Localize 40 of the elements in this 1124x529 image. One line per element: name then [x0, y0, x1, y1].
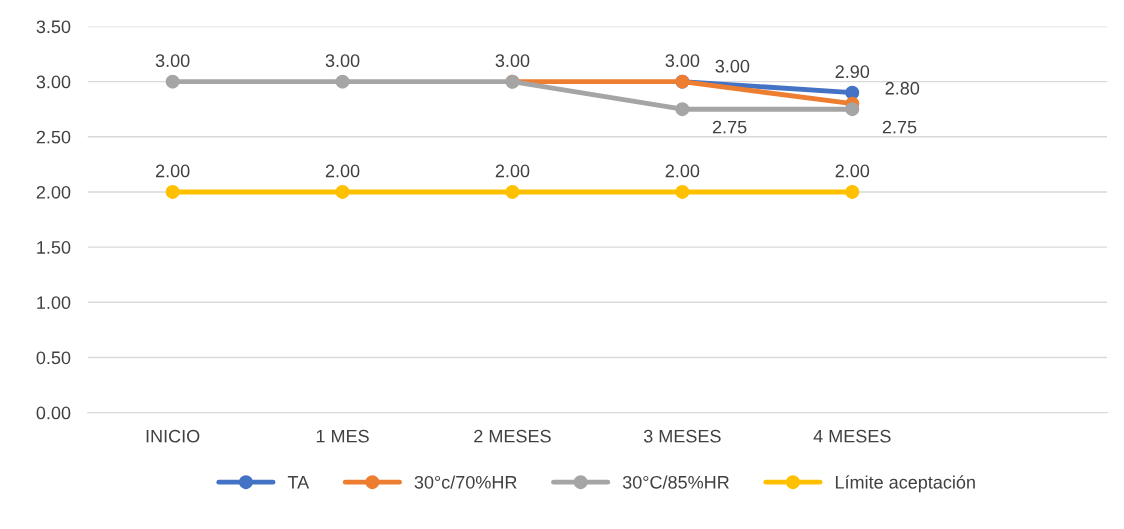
data-label: 3.00: [495, 54, 530, 68]
data-label: 2.00: [155, 164, 190, 178]
data-label: 2.00: [835, 164, 870, 178]
point: [335, 74, 350, 89]
legend-label: Límite aceptación: [835, 475, 975, 493]
data-label: 3.00: [715, 59, 750, 73]
x-tick-label: 1 MES: [316, 429, 369, 443]
data-label: 2.75: [712, 120, 747, 134]
x-tick-label: INICIO: [146, 429, 200, 443]
point: [675, 102, 690, 117]
legend-label: 30°C/85%HR: [622, 475, 729, 489]
y-tick-label: 0.50: [36, 351, 71, 365]
y-tick-label: 1.50: [37, 241, 71, 254]
data-label: 2.00: [665, 164, 700, 178]
y-tick-label: 3.50: [36, 20, 71, 34]
data-label: 3.00: [325, 54, 360, 68]
data-label: 2.00: [325, 164, 360, 178]
point: [845, 185, 860, 199]
point: [845, 102, 860, 117]
y-tick-label: 0.00: [36, 406, 71, 420]
y-tick-label: 2.50: [36, 130, 71, 144]
data-label: 2.00: [495, 164, 530, 178]
data-label: 2.80: [885, 81, 920, 95]
legend-label: TA: [287, 476, 310, 489]
data-label: 3.00: [665, 54, 700, 68]
y-tick-label: 2.00: [36, 185, 71, 199]
x-tick-label: 2 MESES: [474, 429, 551, 443]
point: [505, 185, 520, 199]
point: [165, 74, 180, 89]
data-label: 2.90: [835, 65, 870, 79]
point: [165, 185, 180, 199]
x-tick-label: 3 MESES: [643, 429, 721, 443]
point: [675, 185, 690, 199]
y-tick-label: 1.00: [37, 296, 71, 310]
data-label: 3.00: [155, 54, 190, 68]
legend-label: 30°c/70%HR: [414, 475, 517, 489]
point: [335, 185, 350, 199]
x-tick-label: 4 MESES: [813, 429, 891, 443]
y-tick-label: 3.00: [36, 75, 71, 89]
data-label: 2.75: [882, 120, 917, 134]
